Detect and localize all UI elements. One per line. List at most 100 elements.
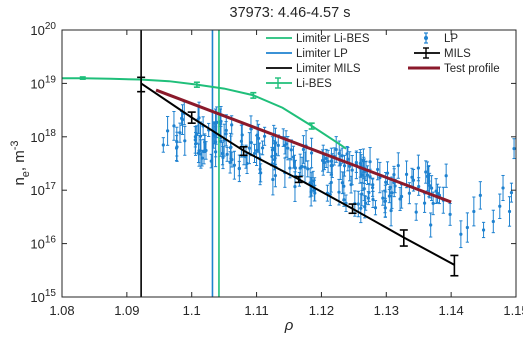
lp-point	[165, 129, 170, 133]
lp-point	[376, 167, 380, 172]
legend-label: Limiter Li-BES	[296, 33, 370, 45]
lp-point	[507, 209, 512, 214]
lp-point	[407, 191, 411, 195]
lp-point	[329, 163, 333, 168]
lp-point	[288, 166, 292, 170]
lp-point	[390, 191, 394, 195]
lp-point	[444, 174, 448, 178]
lp-point	[225, 152, 229, 156]
lp-point	[342, 184, 346, 188]
lp-point	[213, 150, 218, 154]
lp-point	[256, 136, 261, 140]
lp-point	[368, 160, 372, 164]
series-lp	[161, 101, 516, 249]
lp-point	[384, 180, 388, 184]
lp-point	[237, 166, 241, 170]
lp-point	[260, 146, 265, 150]
y-tick-label-exp: 18	[45, 128, 57, 139]
lp-point	[309, 151, 314, 155]
legend-label: LP	[444, 33, 458, 45]
lp-point	[478, 193, 482, 197]
x-tick-label: 1.08	[49, 303, 74, 318]
lp-point	[410, 175, 414, 179]
y-tick-label: 1018	[30, 128, 56, 145]
lp-point	[340, 181, 344, 185]
legend-label: Limiter LP	[296, 48, 348, 60]
lp-point	[381, 196, 385, 200]
lp-point	[512, 147, 516, 151]
y-tick-label-exp: 16	[45, 235, 57, 246]
lp-point	[491, 219, 495, 224]
legend: Limiter Li-BES LP Limiter LP MILS Limiter MI…	[266, 32, 500, 90]
x-tick-label: 1.13	[374, 303, 399, 318]
legend-label: Limiter MILS	[296, 63, 361, 75]
lp-point	[239, 139, 244, 143]
lp-point	[286, 146, 290, 150]
legend-label: Li-BES	[296, 78, 332, 90]
lp-point	[362, 187, 366, 191]
li-bes-line	[62, 77, 347, 150]
lp-point	[291, 155, 296, 159]
lp-point	[366, 196, 370, 200]
lp-point	[200, 156, 204, 160]
chart-title: 37973: 4.46-4.57 s	[230, 5, 351, 21]
axes-box	[61, 29, 517, 298]
legend-label: MILS	[444, 48, 471, 60]
lp-point	[202, 149, 206, 154]
lp-point	[276, 143, 280, 147]
legend-item-lp: LP	[424, 32, 458, 45]
lp-point	[271, 177, 275, 182]
lp-point	[230, 123, 234, 127]
lp-point	[427, 183, 432, 188]
x-tick-label: 1.1	[183, 303, 201, 318]
y-tick-label: 1019	[30, 74, 56, 91]
lp-point	[350, 168, 354, 172]
y-tick-label-exp: 17	[45, 181, 57, 192]
lp-point	[498, 204, 502, 208]
lp-point	[326, 159, 330, 163]
x-tick-label: 1.15	[503, 303, 523, 318]
y-tick-label-exp: 20	[45, 21, 57, 32]
lp-point	[321, 158, 325, 162]
lp-point	[360, 173, 364, 177]
y-tick-label-exp: 19	[45, 74, 57, 85]
x-axis-label: ρ	[284, 317, 294, 334]
lp-point	[472, 209, 476, 214]
y-tick-label: 1016	[30, 235, 56, 252]
lp-point	[363, 205, 367, 209]
lp-point	[298, 166, 302, 170]
legend-item-limiter-li-bes: Limiter Li-BES	[266, 33, 370, 45]
lp-point	[183, 139, 187, 143]
lp-point	[429, 223, 433, 227]
lp-point	[371, 197, 375, 202]
y-axis-label-unit: , m	[11, 150, 28, 171]
y-axis-label-sub: e	[20, 171, 32, 177]
lp-point	[388, 185, 392, 189]
lp-point	[293, 166, 297, 170]
lp-point	[249, 141, 253, 145]
lp-point	[356, 202, 360, 206]
lp-point	[180, 118, 185, 122]
lp-point	[174, 146, 179, 150]
lp-point	[348, 164, 352, 168]
x-tick-label: 1.14	[438, 303, 463, 318]
lp-point	[393, 184, 397, 188]
lp-point	[396, 163, 400, 168]
lp-point	[230, 157, 234, 162]
x-tick-label: 1.09	[114, 303, 139, 318]
lp-point	[422, 201, 427, 205]
lp-point	[398, 197, 402, 201]
lp-point	[219, 119, 223, 124]
lp-point	[448, 212, 452, 217]
lp-point	[293, 185, 297, 189]
lp-point	[481, 228, 486, 232]
lp-point	[247, 146, 251, 150]
series-li-bes	[62, 76, 347, 150]
lp-point	[337, 151, 341, 156]
lp-point	[274, 152, 278, 156]
lp-point	[383, 199, 387, 203]
x-tick-label: 1.11	[244, 303, 268, 318]
lp-point	[254, 149, 259, 153]
lp-point	[197, 116, 201, 120]
lp-point	[161, 143, 165, 147]
